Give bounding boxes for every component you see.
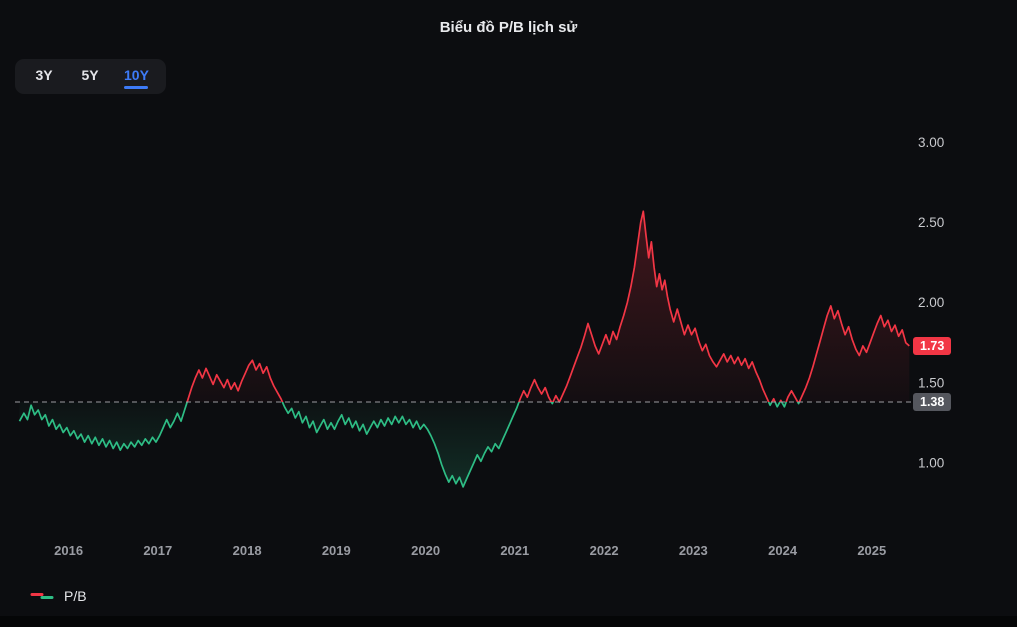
- x-tick-label: 2025: [857, 543, 886, 558]
- range-button-label: 10Y: [124, 66, 149, 83]
- y-tick-label: 1.50: [918, 375, 944, 390]
- y-tick-label: 2.00: [918, 295, 944, 310]
- y-tick-label: 1.00: [918, 455, 944, 470]
- x-tick-label: 2017: [143, 543, 172, 558]
- x-tick-label: 2016: [54, 543, 83, 558]
- footer-bar: [0, 616, 1017, 627]
- current-value-badge: 1.73: [913, 336, 952, 355]
- range-button-10y[interactable]: 10Y: [115, 62, 158, 92]
- threshold-value-badge: 1.38: [913, 393, 952, 411]
- range-button-label: 5Y: [81, 66, 99, 83]
- y-tick-label: 2.50: [918, 215, 944, 230]
- x-tick-label: 2019: [322, 543, 351, 558]
- pb-line-below: [18, 402, 801, 488]
- x-tick-label: 2021: [500, 543, 529, 558]
- legend: P/B: [30, 588, 87, 604]
- x-tick-label: 2020: [411, 543, 440, 558]
- x-tick-label: 2018: [233, 543, 262, 558]
- legend-label: P/B: [64, 588, 87, 604]
- range-button-label: 3Y: [35, 66, 53, 83]
- active-range-underline: [124, 85, 149, 89]
- y-tick-label: 3.00: [918, 135, 944, 150]
- pb-area-below: [19, 402, 910, 487]
- range-button-3y[interactable]: 3Y: [23, 62, 65, 92]
- x-tick-label: 2022: [590, 543, 619, 558]
- x-tick-label: 2024: [768, 543, 798, 558]
- range-button-5y[interactable]: 5Y: [69, 62, 111, 92]
- pb-legend-icon: [30, 593, 54, 599]
- x-tick-label: 2023: [679, 543, 708, 558]
- page-title: Biểu đồ P/B lịch sử: [439, 19, 578, 36]
- pb-line-above: [186, 210, 910, 402]
- pb-area-above: [19, 211, 910, 402]
- range-selector: 3Y 5Y 10Y: [15, 59, 166, 94]
